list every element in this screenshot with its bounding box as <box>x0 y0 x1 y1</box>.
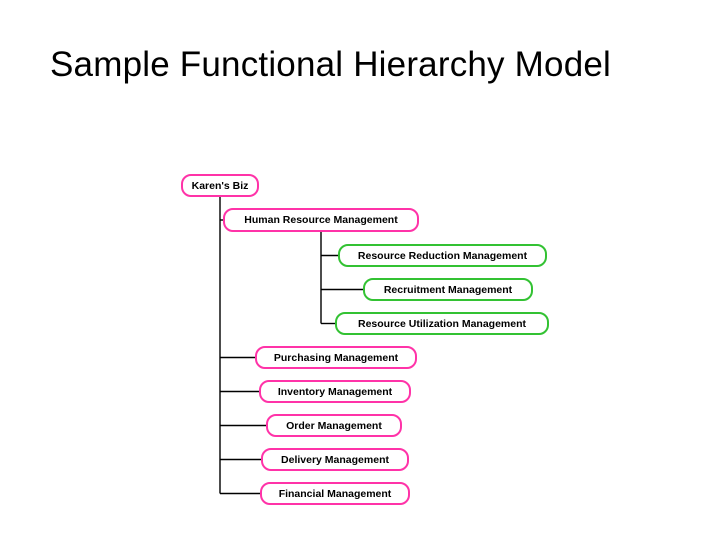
node-pm: Purchasing Management <box>255 346 417 369</box>
node-rrm: Resource Reduction Management <box>338 244 547 267</box>
node-fm: Financial Management <box>260 482 410 505</box>
page-title: Sample Functional Hierarchy Model <box>50 45 690 85</box>
diagram-stage: Sample Functional Hierarchy Model Karen'… <box>0 0 720 540</box>
node-dm: Delivery Management <box>261 448 409 471</box>
node-im: Inventory Management <box>259 380 411 403</box>
node-hrm: Human Resource Management <box>223 208 419 232</box>
node-rum: Resource Utilization Management <box>335 312 549 335</box>
node-om: Order Management <box>266 414 402 437</box>
node-rcm: Recruitment Management <box>363 278 533 301</box>
node-root: Karen's Biz <box>181 174 259 197</box>
